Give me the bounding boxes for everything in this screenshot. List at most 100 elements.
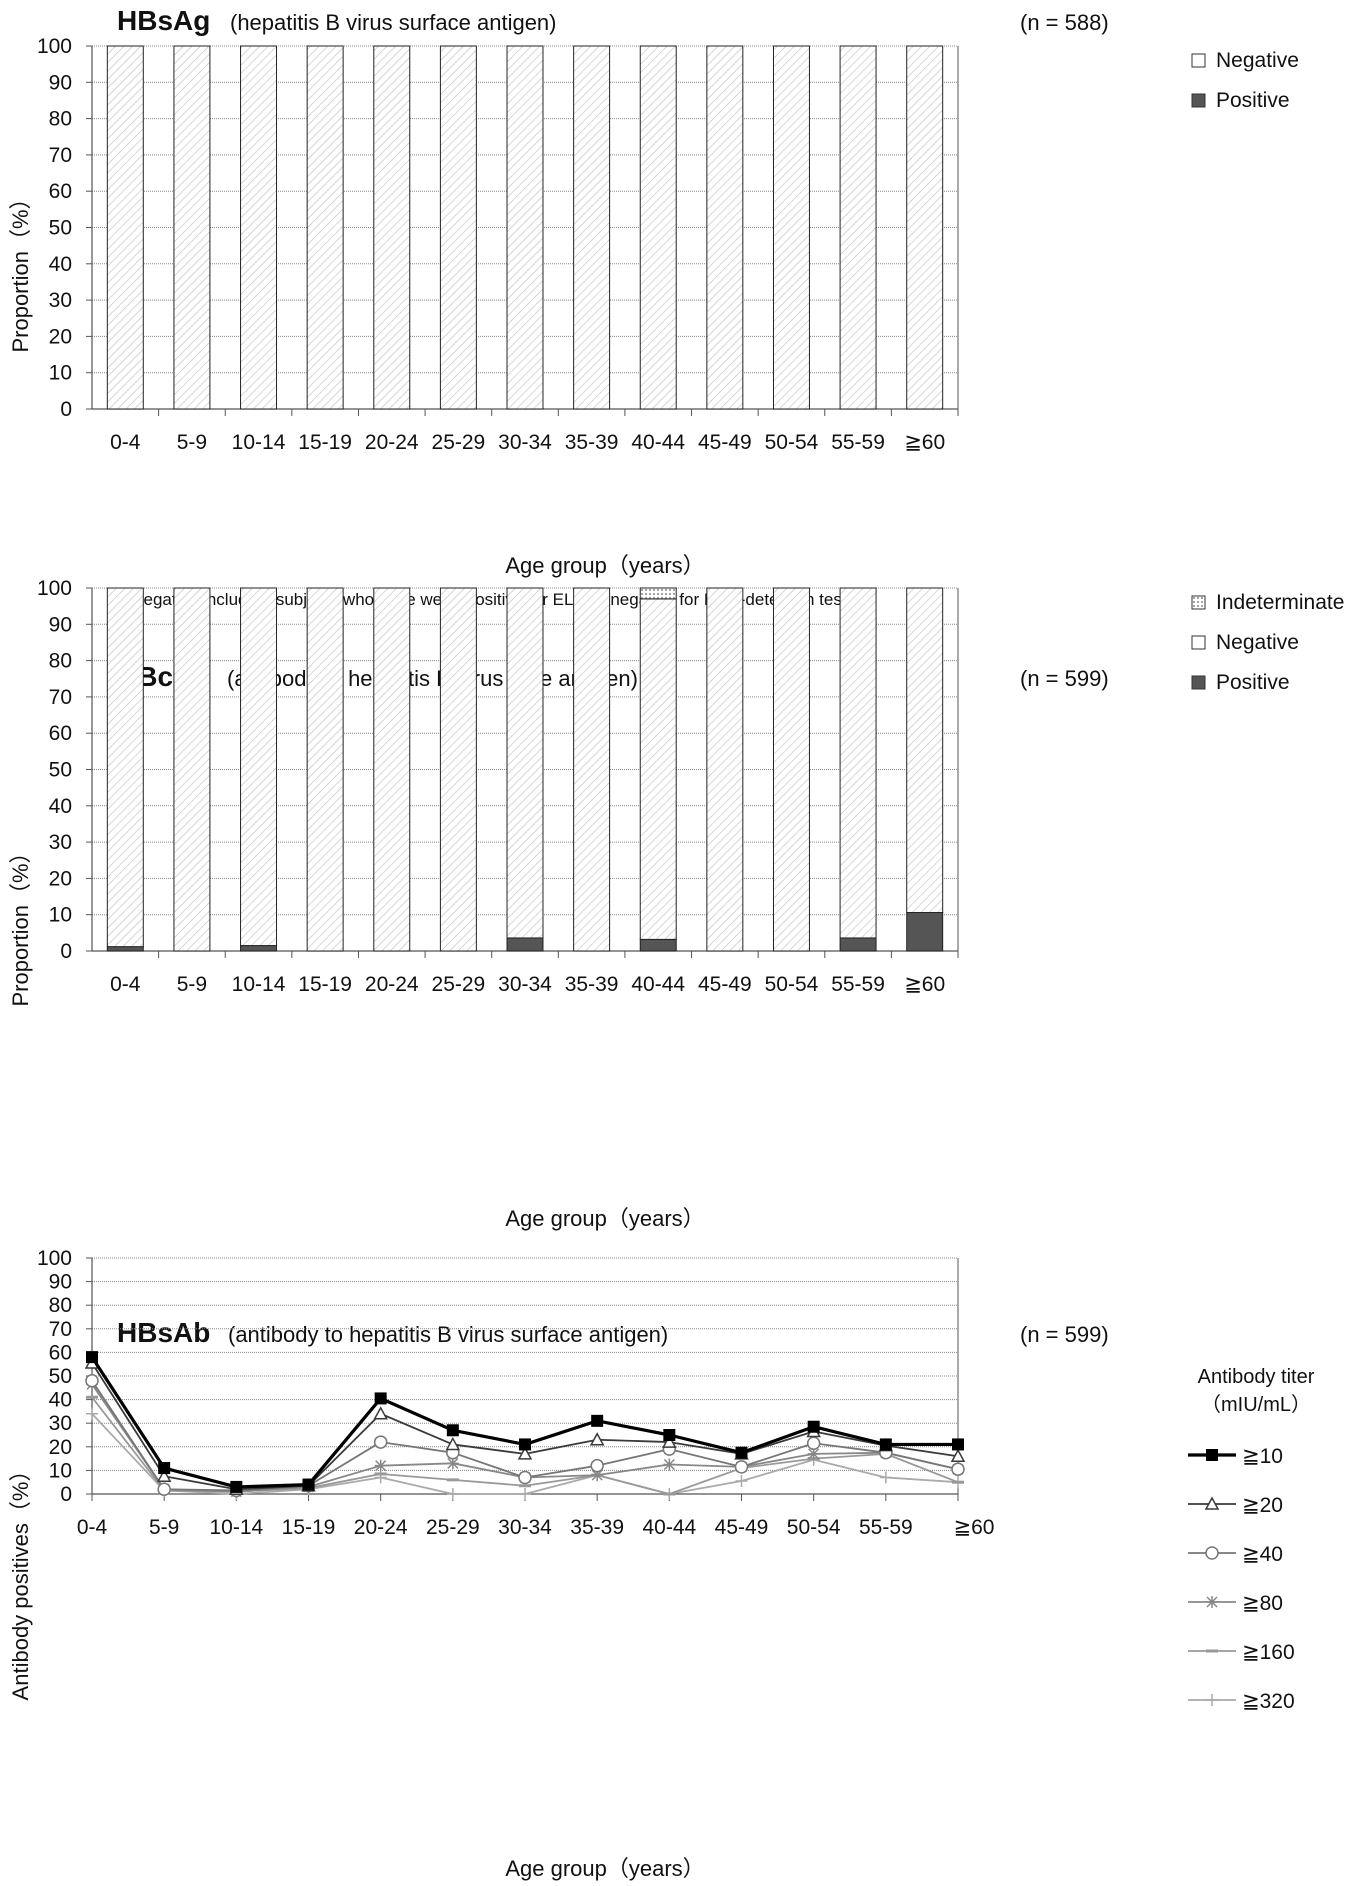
hbcab-bar-indeterminate-8 [639, 587, 677, 600]
hbsag-ytick-label: 70 [49, 144, 72, 167]
hbsag-bar-negative-3 [306, 45, 344, 410]
hbsab-xtick-label: 40-44 [642, 1516, 696, 1539]
hbcab-bar-positive-12 [906, 912, 944, 952]
hbsab-ytick-label: 90 [49, 1271, 72, 1294]
hbsab-point-≧10-2 [230, 1480, 243, 1493]
hbsab-point-≧20-7 [589, 1432, 605, 1446]
hbcab-ytick-label: 30 [49, 831, 72, 854]
hbsag-bar-negative-2 [240, 45, 278, 410]
hbsag-ytick-label: 40 [49, 253, 72, 276]
hbcab-chart: HBcAb (antibody to hepatitis B virus cor… [8, 577, 1344, 1231]
hbsab-point-≧320-11 [879, 1471, 892, 1484]
hbcab-bar-negative-7 [573, 587, 611, 952]
hbsag-xtick-label: 40-44 [631, 431, 685, 454]
hbsag-ytick-label: 100 [37, 35, 72, 58]
hbsag-n-label: (n = 588) [1020, 10, 1109, 35]
hbcab-bar-negative-2 [240, 587, 278, 947]
hbsab-point-≧10-1 [158, 1462, 171, 1475]
hbsag-xtick-label: ≧60 [904, 431, 945, 454]
hbsab-ytick-label: 70 [49, 1318, 72, 1341]
hbsab-point-≧320-5 [446, 1488, 459, 1500]
hbcab-bar-negative-4 [373, 587, 411, 952]
hbsab-point-≧10-5 [446, 1424, 459, 1437]
hbsab-point-≧10-11 [879, 1438, 892, 1451]
hbsab-legend-marker-≧20 [1204, 1496, 1220, 1510]
hbsab-point-≧40-12 [951, 1462, 965, 1476]
hbsag-xtick-label: 0-4 [110, 431, 141, 454]
hbsab-ytick-label: 60 [49, 1341, 72, 1364]
hbsag-bar-negative-7 [573, 45, 611, 410]
hbsag-ytick-label: 80 [49, 108, 72, 131]
hbcab-ytick-label: 0 [60, 940, 72, 963]
hbsab-xtick-label: 5-9 [149, 1516, 179, 1539]
hbsab-legend-label-≧40: ≧40 [1242, 1543, 1283, 1566]
hbsag-legend-swatch-positive [1191, 93, 1206, 108]
hbsag-bar-negative-6 [506, 45, 544, 410]
hbsab-legend-label-≧10: ≧10 [1242, 1445, 1283, 1468]
hbsag-xtick-label: 30-34 [498, 431, 552, 454]
hbcab-xtick-label: 15-19 [298, 973, 352, 996]
hbcab-bar-positive-2 [240, 945, 278, 952]
hbsab-point-≧10-7 [591, 1414, 604, 1427]
hbcab-ytick-label: 10 [49, 904, 72, 927]
hbsab-point-≧80-7 [591, 1469, 604, 1482]
hbsag-bar-negative-12 [906, 45, 944, 410]
hbsab-xtick-label: ≧60 [954, 1516, 995, 1539]
hbsab-point-≧80-10 [807, 1447, 820, 1460]
hbsag-xtick-label: 35-39 [565, 431, 619, 454]
hbsag-title-rest: (hepatitis B virus surface antigen) [230, 10, 557, 35]
hbcab-bar-positive-11 [839, 937, 877, 952]
hbsab-legend-marker-≧10 [1206, 1449, 1218, 1461]
hbcab-bar-positive-8 [639, 938, 677, 952]
hbsab-point-≧20-1 [156, 1468, 172, 1483]
hbsab-title-bold: HBsAb [117, 1317, 210, 1348]
hbsab-point-≧320-6 [519, 1488, 531, 1500]
hbcab-ytick-label: 20 [49, 867, 72, 890]
hbcab-legend-swatch-positive [1191, 675, 1206, 690]
hbsag-chart: HBsAg (hepatitis B virus surface antigen… [8, 5, 1299, 609]
hbsab-ytick-label: 50 [49, 1365, 72, 1388]
hbsag-ytick-label: 90 [49, 71, 72, 94]
hbsab-point-≧20-12 [950, 1448, 966, 1462]
hbsag-xtick-label: 5-9 [177, 431, 207, 454]
hbsab-ylabel: Antibody positives（%） [8, 1460, 33, 1701]
hbsab-legend-marker-≧320 [1206, 1694, 1218, 1706]
hbsab-xtick-label: 35-39 [570, 1516, 624, 1539]
hbsab-point-≧10-8 [663, 1429, 676, 1441]
hbsab-point-≧80-5 [446, 1457, 459, 1470]
hbcab-bar-negative-5 [439, 587, 477, 952]
hbcab-xtick-label: 5-9 [177, 973, 207, 996]
hbsab-legend-label-≧320: ≧320 [1242, 1690, 1295, 1713]
hbsag-ytick-label: 50 [49, 217, 72, 240]
hbcab-legend-label-negative: Negative [1216, 631, 1299, 654]
hbcab-xtick-label: 30-34 [498, 973, 552, 996]
hbsag-title-bold: HBsAg [117, 5, 210, 36]
hbsab-legend-label-≧160: ≧160 [1242, 1641, 1295, 1664]
hbcab-xlabel: Age group（years） [505, 1206, 704, 1231]
hbsag-note: ※Negative include 9 subjects who were we… [117, 590, 857, 609]
hbcab-legend-label-indeterminate: Indeterminate [1216, 591, 1344, 614]
hbsag-xlabel: Age group（years） [505, 553, 704, 578]
hbcab-xtick-label: 50-54 [765, 973, 819, 996]
hbsab-ytick-label: 40 [49, 1389, 72, 1412]
hbsag-bar-negative-1 [173, 45, 211, 410]
hbsab-xlabel: Age group（years） [505, 1856, 704, 1881]
hbsag-ylabel: Proportion（%） [8, 187, 33, 352]
hbcab-bar-negative-0 [106, 587, 144, 948]
hbcab-title-rest: (antibody to hepatitis B virus core anti… [227, 666, 638, 691]
hbsag-bar-negative-0 [106, 45, 144, 410]
hbcab-bar-negative-8 [639, 598, 677, 940]
hbsab-ytick-label: 30 [49, 1412, 72, 1435]
hbsag-bar-negative-9 [706, 45, 744, 410]
hbsab-xtick-label: 45-49 [715, 1516, 769, 1539]
hbcab-bar-negative-11 [839, 587, 877, 939]
hbsab-legend-label-≧20: ≧20 [1242, 1494, 1283, 1517]
hbcab-bar-negative-10 [772, 587, 810, 952]
hbsab-point-≧80-4 [374, 1459, 387, 1472]
hbsag-ytick-label: 20 [49, 325, 72, 348]
hbsag-legend-swatch-negative [1191, 53, 1206, 68]
hbsag-xtick-label: 20-24 [365, 431, 419, 454]
hbcab-legend-label-positive: Positive [1216, 671, 1290, 694]
hbsag-xtick-label: 45-49 [698, 431, 752, 454]
